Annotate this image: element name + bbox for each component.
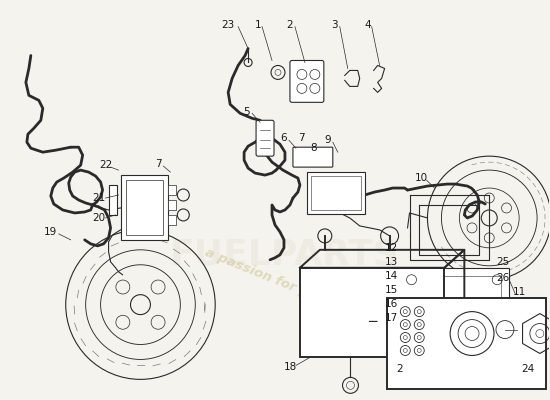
- Text: 10: 10: [415, 173, 428, 183]
- Text: 18: 18: [283, 362, 296, 372]
- Text: FUELPARTS: FUELPARTS: [170, 238, 400, 272]
- Text: 2: 2: [396, 364, 403, 374]
- Bar: [307, 172, 365, 214]
- Text: 14: 14: [385, 271, 398, 281]
- Text: 22: 22: [99, 160, 112, 170]
- Bar: [168, 200, 177, 210]
- Text: 17: 17: [385, 312, 398, 322]
- Bar: [108, 185, 117, 215]
- Text: 21: 21: [92, 193, 105, 203]
- Bar: [311, 176, 361, 210]
- Bar: [300, 268, 444, 358]
- Text: 8: 8: [311, 143, 317, 153]
- Text: a passion for parts since 1985: a passion for parts since 1985: [203, 246, 417, 343]
- Text: 4: 4: [364, 20, 371, 30]
- Text: 7: 7: [155, 159, 162, 169]
- Text: 19: 19: [44, 227, 57, 237]
- FancyBboxPatch shape: [290, 60, 324, 102]
- Text: 7: 7: [299, 133, 305, 143]
- Text: 9: 9: [324, 135, 331, 145]
- Text: 15: 15: [385, 285, 398, 295]
- Text: 13: 13: [385, 257, 398, 267]
- Text: ─: ─: [368, 314, 376, 328]
- Bar: [408, 276, 501, 340]
- Bar: [387, 298, 546, 389]
- Text: 23: 23: [222, 20, 235, 30]
- Bar: [120, 175, 168, 240]
- Text: 20: 20: [92, 213, 105, 223]
- Bar: [168, 185, 177, 195]
- Text: 3: 3: [332, 20, 338, 30]
- Text: 12: 12: [385, 243, 398, 253]
- Text: 16: 16: [385, 299, 398, 309]
- Bar: [133, 225, 148, 235]
- Text: 2: 2: [287, 20, 293, 30]
- Text: 26: 26: [497, 273, 510, 283]
- Text: 5: 5: [243, 107, 249, 117]
- Bar: [168, 215, 177, 225]
- Text: 24: 24: [522, 364, 535, 374]
- Bar: [399, 268, 509, 348]
- Text: 6: 6: [280, 133, 287, 143]
- Text: 11: 11: [513, 287, 526, 297]
- Text: 25: 25: [497, 257, 510, 267]
- FancyBboxPatch shape: [256, 120, 274, 156]
- Bar: [125, 180, 163, 235]
- Text: 1: 1: [255, 20, 261, 30]
- FancyBboxPatch shape: [293, 147, 333, 167]
